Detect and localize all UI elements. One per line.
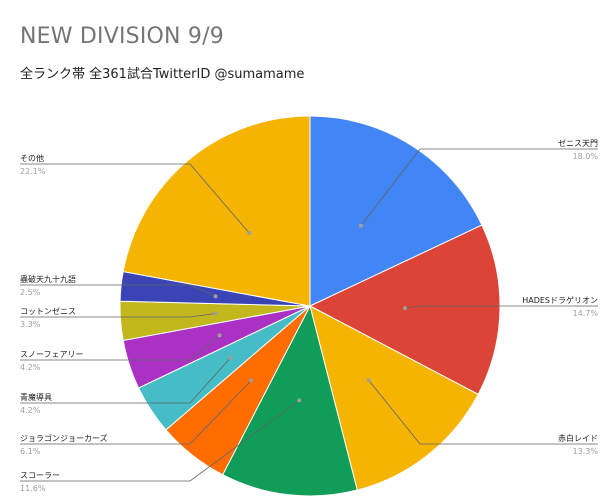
slice-percent-3: 11.6% [20, 484, 46, 493]
slice-label-0: ゼニス天門 [558, 138, 598, 148]
slice-percent-1: 14.7% [573, 309, 599, 318]
slice-percent-8: 2.5% [20, 288, 41, 297]
slice-percent-7: 3.3% [20, 320, 41, 329]
leader-line-3 [20, 400, 300, 482]
leader-line-4 [20, 380, 252, 445]
slice-percent-2: 13.3% [573, 447, 599, 456]
slice-percent-9: 22.1% [20, 167, 46, 176]
leader-line-6 [20, 335, 220, 361]
leader-line-2 [368, 380, 598, 445]
pie-labels: ゼニス天門 18.0% HADESドラゲリオン 14.7% 赤白レイド 13.3% スコーラ… [20, 138, 598, 493]
slice-label-5: 青魔導具 [20, 392, 52, 402]
slice-label-1: HADESドラゲリオン [522, 295, 598, 305]
slice-percent-5: 4.2% [20, 406, 41, 415]
leader-dot-1 [403, 306, 407, 311]
leader-dot-7 [213, 311, 218, 316]
slice-percent-4: 6.1% [20, 447, 41, 456]
slice-label-9: その他 [20, 153, 44, 163]
slice-label-4: ジョラゴンジョーカーズ [20, 433, 108, 443]
leader-dot-5 [228, 355, 233, 360]
leader-line-0 [360, 148, 598, 227]
leader-dot-2 [366, 378, 371, 383]
leader-line-9 [20, 163, 250, 234]
pie-slice-0[interactable] [309, 115, 483, 307]
slice-label-2: 赤白レイド [558, 433, 598, 443]
slice-percent-6: 4.2% [20, 363, 41, 372]
slice-label-6: スノーフェアリー [20, 350, 84, 359]
leader-dot-8 [213, 294, 218, 299]
leader-dot-0 [358, 223, 363, 228]
leader-dot-4 [249, 378, 254, 383]
slice-label-8: 蟲破天九十九語 [20, 274, 76, 284]
chart-title: NEW DIVISION 9/9 [20, 24, 224, 49]
pie-slice-9[interactable] [122, 115, 311, 307]
leader-line-7 [20, 313, 216, 318]
leader-dot-9 [247, 231, 252, 235]
slice-label-7: コットンゼニス [20, 306, 76, 316]
slice-percent-0: 18.0% [573, 152, 599, 161]
slice-label-3: スコーラー [20, 471, 60, 480]
leader-line-8 [20, 284, 216, 297]
pie-slices [119, 115, 501, 497]
pie-slice-3[interactable] [222, 304, 358, 497]
leader-line-5 [20, 357, 231, 404]
pie-leader-lines [20, 148, 598, 482]
leader-dot-6 [217, 333, 222, 338]
chart-subtitle: 全ランク帯 全361試合TwitterID @sumamame [20, 67, 305, 82]
leader-line-1 [404, 305, 598, 309]
leader-dot-3 [297, 398, 302, 403]
